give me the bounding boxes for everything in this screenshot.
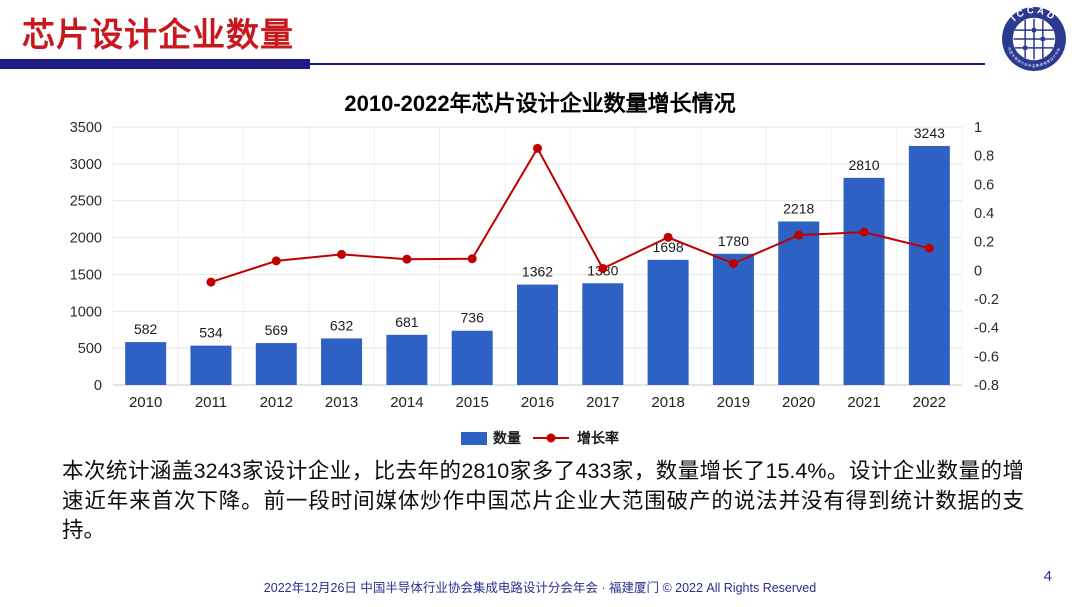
left-axis-tick: 500 bbox=[78, 341, 102, 357]
bar-2017[interactable] bbox=[582, 283, 624, 385]
bar-label-2010: 582 bbox=[134, 321, 158, 337]
line-series-swatch bbox=[533, 433, 569, 443]
bar-label-2012: 569 bbox=[265, 322, 289, 338]
legend-item-quantity: 数量 bbox=[461, 428, 521, 448]
left-axis-tick: 2000 bbox=[70, 231, 102, 247]
title-underline-thin bbox=[310, 63, 985, 65]
page-title: 芯片设计企业数量 bbox=[22, 16, 294, 53]
bar-2019[interactable] bbox=[712, 253, 754, 385]
growth-rate-marker-2022[interactable] bbox=[924, 243, 934, 253]
bar-label-2013: 632 bbox=[330, 317, 354, 333]
bar-2013[interactable] bbox=[321, 338, 363, 385]
iccad-logo: ICCAD 中国半导体行业协会集成电路设计分会 bbox=[1000, 5, 1068, 73]
bar-2016[interactable] bbox=[517, 284, 558, 385]
right-axis-tick: -0.8 bbox=[974, 378, 999, 394]
chart-legend: 数量 增长率 bbox=[0, 428, 1080, 448]
x-axis-label-2015: 2015 bbox=[456, 394, 489, 411]
bar-label-2021: 2810 bbox=[848, 157, 879, 173]
bar-series-swatch bbox=[461, 431, 487, 445]
title-underline-thick bbox=[0, 59, 310, 69]
x-axis-label-2013: 2013 bbox=[325, 394, 358, 411]
growth-rate-marker-2015[interactable] bbox=[467, 254, 477, 264]
bar-2021[interactable] bbox=[843, 177, 885, 385]
left-axis-tick: 1000 bbox=[70, 304, 102, 320]
x-axis-label-2016: 2016 bbox=[521, 394, 554, 411]
left-axis-tick: 3500 bbox=[70, 120, 102, 136]
right-axis-tick: 0.4 bbox=[974, 206, 994, 222]
x-axis-label-2012: 2012 bbox=[260, 394, 293, 411]
x-axis-label-2014: 2014 bbox=[390, 394, 423, 411]
right-axis-tick: 1 bbox=[974, 120, 982, 136]
growth-rate-marker-2021[interactable] bbox=[859, 227, 869, 237]
page-number: 4 bbox=[1043, 568, 1052, 585]
bar-2020[interactable] bbox=[778, 221, 820, 385]
growth-rate-marker-2016[interactable] bbox=[533, 143, 542, 153]
bar-2010[interactable] bbox=[125, 342, 167, 385]
x-axis-label-2010: 2010 bbox=[129, 394, 162, 411]
bar-2015[interactable] bbox=[451, 330, 493, 385]
growth-rate-marker-2019[interactable] bbox=[728, 258, 738, 268]
right-axis-tick: -0.4 bbox=[974, 321, 999, 337]
growth-rate-marker-2013[interactable] bbox=[337, 249, 347, 259]
left-axis-tick: 3000 bbox=[70, 157, 102, 173]
left-axis-tick: 0 bbox=[94, 378, 102, 394]
bar-label-2015: 736 bbox=[461, 310, 485, 326]
x-axis-label-2011: 2011 bbox=[195, 394, 227, 411]
left-axis-tick: 1500 bbox=[70, 267, 102, 283]
legend-label-quantity: 数量 bbox=[493, 430, 521, 446]
growth-rate-marker-2018[interactable] bbox=[663, 232, 673, 242]
right-axis-tick: 0.6 bbox=[974, 177, 994, 193]
growth-rate-marker-2014[interactable] bbox=[402, 254, 412, 264]
bar-label-2018: 1698 bbox=[653, 239, 684, 255]
x-axis-label-2020: 2020 bbox=[782, 394, 815, 411]
bar-label-2011: 534 bbox=[199, 325, 223, 341]
x-axis-label-2017: 2017 bbox=[586, 394, 619, 411]
right-axis-tick: 0.8 bbox=[974, 149, 994, 165]
x-axis-label-2019: 2019 bbox=[717, 394, 750, 411]
bar-2012[interactable] bbox=[255, 343, 297, 385]
x-axis-label-2021: 2021 bbox=[847, 394, 880, 411]
growth-rate-marker-2012[interactable] bbox=[271, 256, 281, 266]
bar-label-2019: 1780 bbox=[718, 233, 749, 249]
bar-label-2020: 2218 bbox=[783, 201, 814, 217]
bar-2014[interactable] bbox=[386, 334, 428, 385]
chart-title: 2010-2022年芯片设计企业数量增长情况 bbox=[344, 91, 736, 116]
legend-item-growth: 增长率 bbox=[531, 428, 619, 448]
bar-2011[interactable] bbox=[190, 345, 232, 385]
footer-copyright: 2022年12月26日 中国半导体行业协会集成电路设计分会年会 · 福建厦门 ©… bbox=[263, 581, 817, 595]
x-axis-label-2022: 2022 bbox=[913, 394, 946, 411]
growth-rate-marker-2011[interactable] bbox=[206, 277, 216, 287]
bar-label-2016: 1362 bbox=[522, 264, 553, 280]
growth-rate-marker-2017[interactable] bbox=[598, 263, 608, 273]
bar-2018[interactable] bbox=[647, 259, 689, 385]
legend-label-growth: 增长率 bbox=[577, 430, 619, 446]
growth-rate-marker-2020[interactable] bbox=[794, 230, 804, 240]
left-axis-tick: 2500 bbox=[70, 194, 102, 210]
right-axis-tick: -0.6 bbox=[974, 349, 999, 365]
right-axis-tick: -0.2 bbox=[974, 292, 999, 308]
bar-label-2022: 3243 bbox=[914, 125, 945, 141]
x-axis-label-2018: 2018 bbox=[651, 394, 684, 411]
right-axis-tick: 0 bbox=[974, 263, 982, 279]
combo-chart: 0 500 1000 1500 2000 2500 3000 3500 1 0.8 0.6 0.4 0.… bbox=[70, 120, 999, 411]
bar-label-2014: 681 bbox=[395, 314, 419, 330]
growth-rate-line bbox=[210, 146, 930, 284]
bar-2022[interactable] bbox=[908, 145, 950, 385]
right-axis-tick: 0.2 bbox=[974, 235, 994, 251]
summary-paragraph: 本次统计涵盖3243家设计企业，比去年的2810家多了433家，数量增长了15.… bbox=[62, 459, 1024, 543]
